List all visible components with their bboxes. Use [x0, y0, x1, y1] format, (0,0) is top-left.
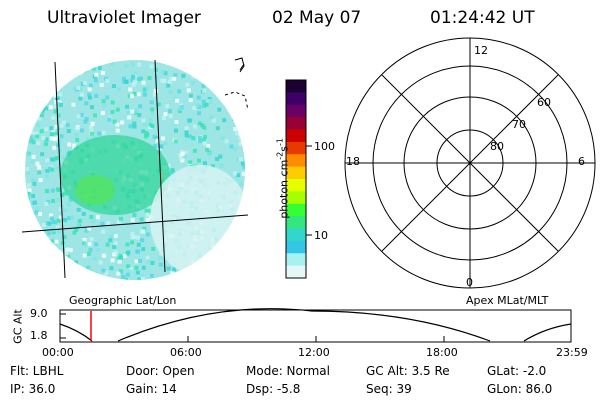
color-bar	[286, 80, 306, 279]
instrument-title: Ultraviolet Imager	[47, 8, 201, 28]
color-bar-segment	[286, 240, 306, 254]
status-filter: Flt: LBHL	[10, 364, 64, 378]
status-seq: Seq: 39	[366, 382, 412, 396]
status-dsp: Dsp: -5.8	[246, 382, 301, 396]
colorbar-label: photon cm-2s-1	[276, 123, 291, 233]
color-bar-frame	[285, 79, 307, 279]
colorbar-tick-100: 100	[314, 140, 335, 153]
status-mode: Mode: Normal	[246, 364, 330, 378]
polar-diagonal	[381, 74, 559, 252]
colorbar-label-exp2: -1	[275, 138, 285, 146]
color-bar-segment	[286, 203, 306, 217]
polar-ring-label-70: 70	[512, 118, 526, 131]
timeline-right-caption: Apex MLat/MLT	[466, 294, 549, 307]
color-bar-segment	[286, 265, 306, 279]
polar-plot	[344, 37, 596, 289]
color-bar-segment	[286, 80, 306, 93]
status-gain: Gain: 14	[126, 382, 177, 396]
color-bar-segment	[286, 253, 306, 267]
color-bar-segment	[286, 166, 306, 180]
meridian-line	[154, 59, 166, 273]
date-label: 02 May 07	[272, 8, 362, 28]
color-bar-segment	[286, 228, 306, 242]
status-glat: GLat: -2.0	[487, 364, 547, 378]
polar-label-18: 18	[346, 155, 360, 168]
colorbar-tick-10: 10	[314, 229, 328, 242]
colorbar-label-exp1: -2	[275, 151, 285, 160]
status-gc-alt: GC Alt: 3.5 Re	[366, 364, 450, 378]
polar-label-6: 6	[578, 155, 585, 168]
colorbar-label-s: s	[277, 145, 291, 152]
polar-label-0: 0	[466, 276, 473, 289]
polar-label-12: 12	[474, 44, 488, 57]
altitude-curve	[59, 308, 572, 342]
uv-image	[25, 60, 245, 280]
color-bar-segment	[286, 117, 306, 130]
timeline-left-caption: Geographic Lat/Lon	[69, 294, 177, 307]
color-bar-segment	[286, 129, 306, 143]
aurora-core	[75, 175, 115, 205]
color-bar-segment	[286, 141, 306, 155]
time-label: 01:24:42 UT	[430, 8, 535, 28]
timeline-y-max: 9.0	[30, 307, 48, 320]
timeline-y-axis-label: GC Alt	[11, 309, 25, 344]
color-bar-segment	[286, 191, 306, 205]
meridian-line	[54, 61, 66, 279]
color-bar-segment	[286, 104, 306, 118]
time-tick-2359: 23:59	[556, 346, 588, 359]
status-ip: IP: 36.0	[10, 382, 56, 396]
altitude-timeline	[59, 308, 572, 343]
colorbar-label-text: photon cm	[277, 159, 291, 219]
uv-image-dim-region	[150, 165, 245, 275]
time-tick-1200: 12:00	[298, 346, 330, 359]
coast-mark	[234, 57, 245, 73]
timeline-y-min: 1.8	[30, 329, 48, 342]
color-bar-segment	[286, 216, 306, 229]
time-tick-0600: 06:00	[170, 346, 202, 359]
color-bar-segment	[286, 154, 306, 168]
latlon-grid	[21, 57, 249, 279]
parallel-line	[21, 214, 249, 233]
status-door: Door: Open	[126, 364, 195, 378]
color-bar-segment	[286, 92, 306, 106]
color-bar-segment	[286, 179, 306, 192]
time-tick-1800: 18:00	[426, 346, 458, 359]
coast-mark	[224, 91, 249, 111]
polar-ring-label-60: 60	[537, 96, 551, 109]
status-glon: GLon: 86.0	[487, 382, 553, 396]
time-tick-0000: 00:00	[42, 346, 74, 359]
polar-ring-label-80: 80	[490, 140, 504, 153]
